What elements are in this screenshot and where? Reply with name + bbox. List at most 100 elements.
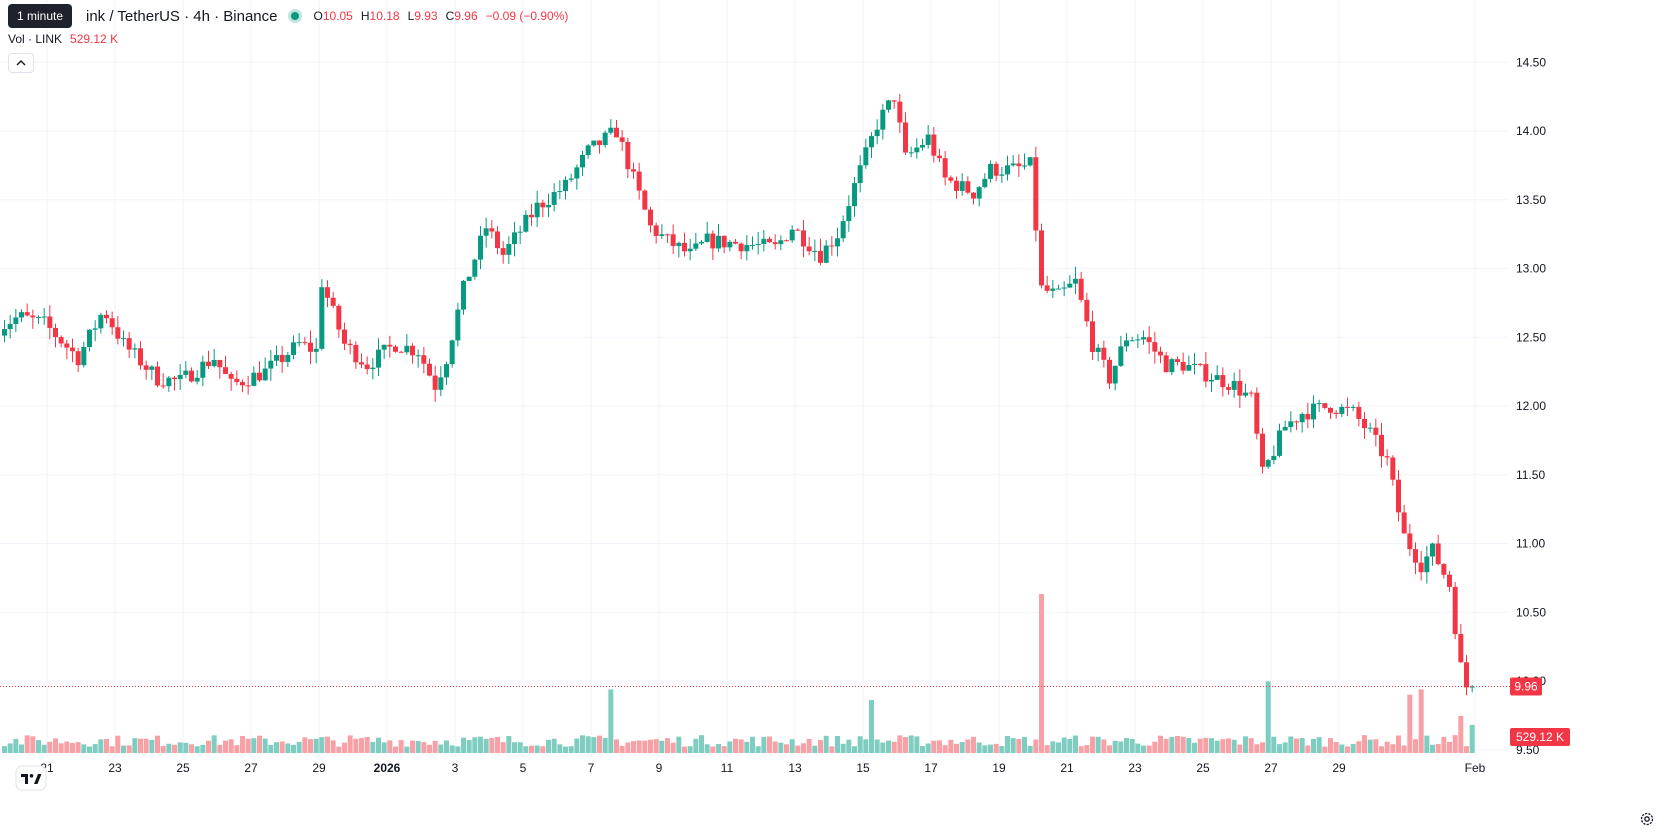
volume-bar [466,740,472,753]
collapse-legend-button[interactable] [8,53,34,73]
last-price-overlay: 9.96 529.12 K [0,677,1570,746]
volume-bar [166,743,172,753]
candle-body [132,348,138,350]
volume-bar [1061,737,1067,753]
candle-body [1288,421,1294,427]
candle-body [166,377,172,387]
candle-body [279,354,285,363]
volume-bar [574,738,580,753]
x-tick-label: 11 [721,761,734,775]
candle-body [693,243,699,249]
candle-body [704,233,710,242]
y-tick-label: 12.00 [1516,399,1546,413]
candle-body [1373,427,1379,435]
market-status-dot[interactable] [291,12,300,20]
volume-bar [580,735,585,753]
volume-bar [155,735,160,753]
candle-body [727,241,733,248]
volume-bar [353,738,359,753]
volume-bar [217,744,223,753]
volume-bar [1169,737,1175,753]
candle-body [812,250,818,252]
candle-body [999,174,1005,176]
candle-body [982,178,988,188]
candle-body [330,297,336,306]
volume-bar [891,741,897,753]
candle-body [172,377,177,380]
close-value: 9.96 [454,9,478,23]
candle-body [1124,340,1129,347]
candle-body [778,240,784,245]
candle-body [234,378,240,383]
settings-icon[interactable] [1639,811,1655,827]
volume-bar [75,742,81,753]
volume-bar [364,736,370,753]
close-key: C [445,9,455,23]
volume-bar [70,743,75,753]
candle-body [1141,337,1146,340]
volume-bar [1067,738,1073,753]
candle-body [228,373,234,379]
candle-body [716,235,721,249]
tradingview-logo-icon[interactable] [15,765,47,791]
candle-body [976,187,982,199]
volume-label[interactable]: Vol · LINK [8,32,63,46]
volume-bar [993,743,999,753]
candle-body [1135,339,1141,341]
volume-bar [483,738,489,753]
candle-body [608,127,614,133]
candle-body [291,342,296,355]
volume-bar [149,739,155,753]
volume-bar [852,746,857,753]
candle-body [1209,379,1214,382]
volume-bar [506,736,512,753]
candle-body [1441,564,1447,575]
candle-body [829,245,835,247]
candle-body [971,192,976,199]
volume-bar [1260,742,1265,753]
candle-body [223,367,228,374]
candle-body [274,354,279,361]
volume-bar [47,741,53,753]
symbol-title[interactable]: ink / TetherUS · 4h · Binance [86,7,278,25]
x-tick-label: 13 [788,761,802,775]
volume-bar [81,744,87,753]
candle-body [761,238,767,244]
volume-bar [682,746,687,753]
volume-bar [1430,744,1435,753]
volume-bar [1339,744,1345,753]
volume-bar [1056,742,1061,753]
candle-body [87,329,92,348]
volume-bar [1401,745,1407,753]
candle-body [1010,163,1016,166]
candle-body [551,192,557,205]
candle-body [36,316,41,318]
volume-bar [245,738,251,753]
volume-bar [1384,741,1390,753]
volume-bar [642,740,648,753]
volume-bar [829,746,835,753]
candle-body [1328,407,1333,413]
volume-bar [1311,738,1316,753]
candle-body [1339,406,1345,414]
candle-body [1067,283,1073,288]
candle-body [1158,351,1163,356]
candle-body [427,363,432,376]
volume-bar [1022,736,1027,753]
volume-bar [761,736,767,753]
volume-bar [13,738,19,753]
candle-body [75,351,81,366]
candle-body [53,327,58,338]
volume-bar [41,744,47,753]
candle-body [398,351,404,353]
volume-bar [370,741,376,753]
candle-body [1095,347,1101,353]
volume-bar [874,739,880,753]
volume-bar [495,736,500,753]
volume-bar [857,736,863,753]
candle-body [597,140,602,146]
volume-bar [234,745,240,753]
volume-bar [24,735,30,753]
candle-body [687,248,693,252]
